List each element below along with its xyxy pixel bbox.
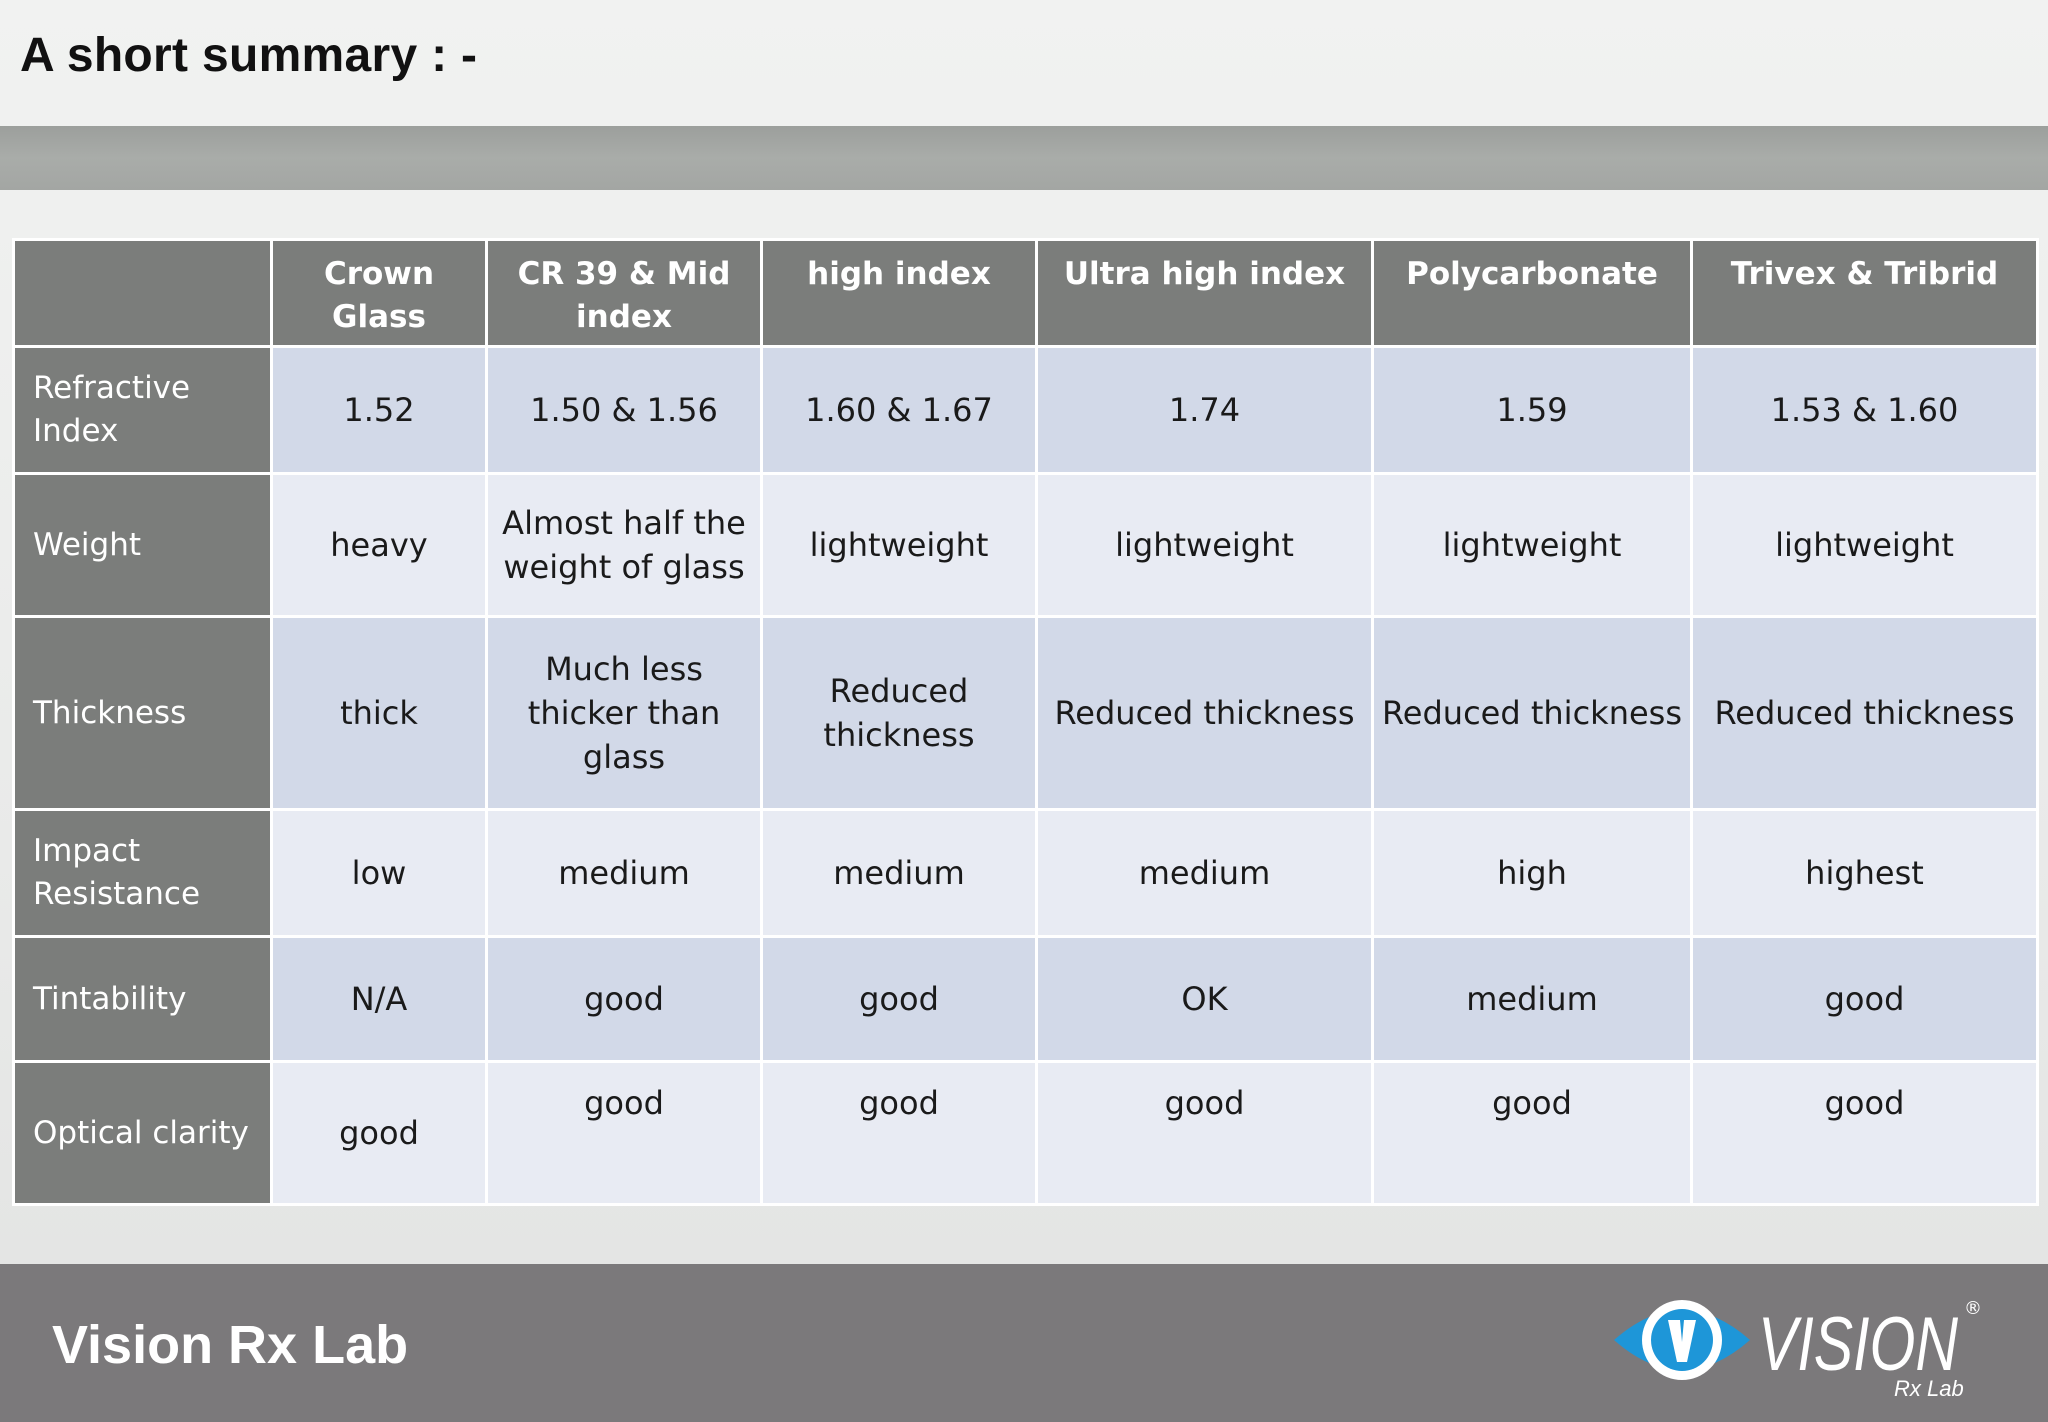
table-cell: Almost half the weight of glass (485, 472, 763, 618)
table-cell: high (1371, 808, 1693, 938)
table-cell: N/A (270, 935, 488, 1063)
table-cell: Reduced thickness (1690, 615, 2039, 811)
header-ultra-high-index: Ultra high index (1035, 238, 1374, 348)
table-cell: good (270, 1060, 488, 1206)
vision-rx-lab-logo: VISION ® Rx Lab (1614, 1298, 1982, 1401)
lens-summary-table: Crown Glass CR 39 & Mid index high index… (12, 238, 2039, 1206)
footer-brand: Vision Rx Lab (52, 1315, 409, 1375)
table-cell: heavy (270, 472, 488, 618)
header-cr39-mid-index: CR 39 & Mid index (485, 238, 763, 348)
table-row: Impact Resistance low medium medium medi… (12, 808, 2039, 938)
table-cell: 1.50 & 1.56 (485, 345, 763, 475)
logo-registered-mark: ® (1964, 1298, 1982, 1319)
table-cell: Reduced thickness (760, 615, 1038, 811)
table-cell: 1.53 & 1.60 (1690, 345, 2039, 475)
table-cell: lightweight (760, 472, 1038, 618)
eye-icon (1614, 1300, 1750, 1380)
slide-title: A short summary : - (20, 29, 478, 82)
table-cell: good (1035, 1060, 1374, 1206)
table-cell: lightweight (1690, 472, 2039, 618)
table-cell: good (760, 935, 1038, 1063)
table-row: Thickness thick Much less thicker than g… (12, 615, 2039, 811)
table-cell: good (1690, 1060, 2039, 1206)
row-label-weight: Weight (12, 472, 273, 618)
row-label-refractive-index: Refractive Index (12, 345, 273, 475)
table-cell: good (1371, 1060, 1693, 1206)
table-row: Refractive Index 1.52 1.50 & 1.56 1.60 &… (12, 345, 2039, 475)
table-header-row: Crown Glass CR 39 & Mid index high index… (12, 238, 2039, 348)
table-cell: 1.74 (1035, 345, 1374, 475)
table-cell: OK (1035, 935, 1374, 1063)
header-trivex-tribrid: Trivex & Tribrid (1690, 238, 2039, 348)
table-cell: Much less thicker than glass (485, 615, 763, 811)
table-cell: lightweight (1371, 472, 1693, 618)
table-cell: lightweight (1035, 472, 1374, 618)
title-band (0, 126, 2048, 190)
table-cell: good (485, 935, 763, 1063)
table-cell: 1.52 (270, 345, 488, 475)
table-cell: medium (1035, 808, 1374, 938)
header-corner (12, 238, 273, 348)
table-cell: good (760, 1060, 1038, 1206)
table-cell: highest (1690, 808, 2039, 938)
table-cell: medium (485, 808, 763, 938)
row-label-thickness: Thickness (12, 615, 273, 811)
table-cell: 1.59 (1371, 345, 1693, 475)
table-cell: Reduced thickness (1371, 615, 1693, 811)
table-row: Weight heavy Almost half the weight of g… (12, 472, 2039, 618)
table-cell: 1.60 & 1.67 (760, 345, 1038, 475)
table-cell: good (485, 1060, 763, 1206)
logo-word: VISION (1758, 1302, 1958, 1387)
table-cell: thick (270, 615, 488, 811)
table-cell: medium (1371, 935, 1693, 1063)
footer-bar: Vision Rx Lab VISION ® Rx Lab (0, 1264, 2048, 1422)
row-label-optical-clarity: Optical clarity (12, 1060, 273, 1206)
logo-sub: Rx Lab (1894, 1376, 1964, 1401)
header-high-index: high index (760, 238, 1038, 348)
row-label-tintability: Tintability (12, 935, 273, 1063)
table-cell: low (270, 808, 488, 938)
table-row: Tintability N/A good good OK medium good (12, 935, 2039, 1063)
header-polycarbonate: Polycarbonate (1371, 238, 1693, 348)
table-cell: good (1690, 935, 2039, 1063)
table-cell: medium (760, 808, 1038, 938)
table-row: Optical clarity good good good good good… (12, 1060, 2039, 1206)
table-cell: Reduced thickness (1035, 615, 1374, 811)
row-label-impact-resistance: Impact Resistance (12, 808, 273, 938)
header-crown-glass: Crown Glass (270, 238, 488, 348)
